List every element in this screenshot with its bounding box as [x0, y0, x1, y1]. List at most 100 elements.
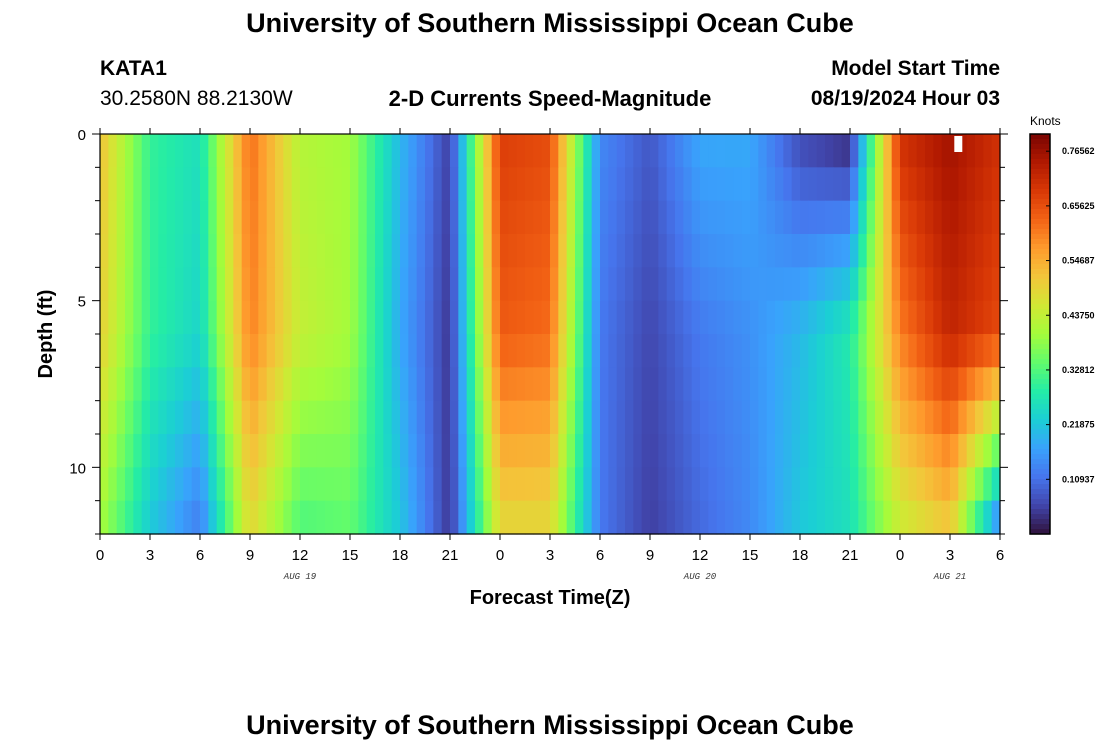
heatmap-cell	[725, 200, 734, 235]
heatmap-cell	[608, 400, 618, 435]
heatmap-cell	[741, 234, 751, 268]
heatmap-cell	[608, 300, 618, 335]
heatmap-cell	[125, 334, 134, 368]
heatmap-cell	[158, 400, 168, 435]
heatmap-cell	[558, 167, 568, 202]
heatmap-cell	[233, 334, 243, 368]
colorbar-tick-label: 0.21875	[1062, 420, 1095, 430]
heatmap-cell	[733, 434, 743, 468]
heatmap-cell	[675, 300, 684, 335]
heatmap-cell	[983, 400, 993, 435]
heatmap-cell	[158, 300, 168, 335]
colorbar-segment	[1030, 484, 1050, 490]
colorbar-segment	[1030, 369, 1050, 375]
heatmap-cell	[641, 167, 651, 202]
heatmap-cell	[833, 234, 843, 268]
heatmap-cell	[116, 367, 126, 402]
heatmap-cell	[941, 467, 951, 502]
heatmap-cell	[275, 500, 284, 535]
heatmap-cell	[283, 367, 293, 402]
heatmap-cell	[175, 400, 184, 435]
heatmap-cell	[575, 334, 584, 368]
heatmap-cell	[650, 500, 659, 535]
heatmap-cell	[400, 400, 409, 435]
heatmap-cell	[283, 167, 293, 202]
heatmap-cell	[575, 400, 584, 435]
heatmap-cell	[758, 300, 768, 335]
heatmap-cell	[208, 134, 218, 168]
heatmap-cell	[816, 200, 826, 235]
heatmap-cell	[166, 434, 176, 468]
heatmap-cell	[708, 434, 718, 468]
colorbar-segment	[1030, 494, 1050, 500]
heatmap-cell	[991, 400, 1001, 435]
heatmap-cell	[200, 434, 209, 468]
heatmap-cell	[758, 234, 768, 268]
x-tick-label: 6	[596, 547, 604, 564]
colorbar-segment	[1030, 149, 1050, 155]
heatmap-cell	[516, 500, 526, 535]
heatmap-cell	[525, 367, 534, 402]
heatmap-cell	[400, 267, 409, 302]
heatmap-cell	[333, 134, 343, 168]
heatmap-cell	[441, 200, 451, 235]
heatmap-cell	[366, 334, 376, 368]
heatmap-cell	[433, 300, 443, 335]
heatmap-cell	[125, 134, 134, 168]
heatmap-cell	[816, 167, 826, 202]
heatmap-cell	[925, 467, 934, 502]
heatmap-cell	[766, 400, 776, 435]
heatmap-cell	[325, 334, 334, 368]
heatmap-cell	[733, 400, 743, 435]
heatmap-cell	[391, 234, 401, 268]
heatmap-cell	[816, 467, 826, 502]
heatmap-cell	[875, 334, 884, 368]
heatmap-cell	[641, 300, 651, 335]
heatmap-cell	[491, 467, 501, 502]
heatmap-cell	[108, 200, 118, 235]
heatmap-cell	[516, 467, 526, 502]
heatmap-cell	[883, 167, 893, 202]
heatmap-cell	[983, 167, 993, 202]
colorbar-segment	[1030, 234, 1050, 240]
colorbar-segment	[1030, 354, 1050, 360]
heatmap-cell	[283, 134, 293, 168]
heatmap-cell	[583, 334, 593, 368]
heatmap-cell	[300, 467, 309, 502]
heatmap-cell	[833, 200, 843, 235]
heatmap-cell	[100, 167, 109, 202]
heatmap-cell	[516, 267, 526, 302]
heatmap-cell	[858, 434, 868, 468]
heatmap-cell	[916, 434, 926, 468]
heatmap-cell	[441, 267, 451, 302]
heatmap-cell	[966, 334, 976, 368]
heatmap-cell	[250, 300, 259, 335]
heatmap-cell	[975, 200, 984, 235]
page-title-repeat: University of Southern Mississippi Ocean…	[246, 710, 854, 740]
heatmap-cell	[800, 300, 809, 335]
heatmap-cell	[341, 200, 351, 235]
heatmap-cell	[641, 134, 651, 168]
heatmap-cell	[433, 467, 443, 502]
heatmap-cell	[241, 134, 251, 168]
heatmap-cell	[250, 367, 259, 402]
heatmap-cell	[491, 300, 501, 335]
heatmap-cell	[366, 200, 376, 235]
heatmap-cell	[808, 400, 818, 435]
heatmap-cell	[466, 434, 476, 468]
colorbar: 0.10937 0.21875 0.32812 0.43750 0.54687 0.656…	[1029, 133, 1095, 535]
heatmap-cell	[350, 500, 359, 535]
heatmap-cell	[741, 267, 751, 302]
colorbar-tick-label: 0.54687	[1062, 256, 1095, 266]
heatmap-cell	[266, 167, 276, 202]
heatmap-cell	[716, 400, 726, 435]
heatmap-cell	[541, 167, 551, 202]
heatmap-cell	[575, 367, 584, 402]
model-start-value: 08/19/2024 Hour 03	[810, 87, 1000, 110]
heatmap-cell	[375, 434, 384, 468]
heatmap-cell	[850, 167, 859, 202]
heatmap-cell	[525, 167, 534, 202]
heatmap-cell	[641, 334, 651, 368]
heatmap-cell	[433, 434, 443, 468]
heatmap-cell	[375, 267, 384, 302]
